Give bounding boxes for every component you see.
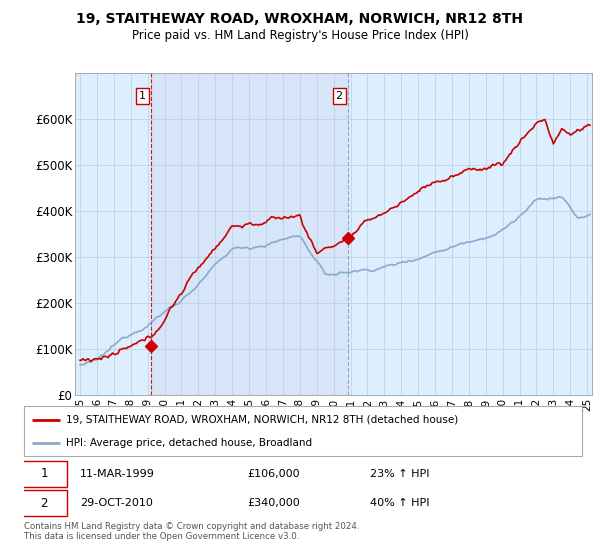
FancyBboxPatch shape bbox=[24, 406, 582, 456]
Text: 2: 2 bbox=[40, 497, 48, 510]
Text: 11-MAR-1999: 11-MAR-1999 bbox=[80, 469, 155, 479]
Text: Contains HM Land Registry data © Crown copyright and database right 2024.
This d: Contains HM Land Registry data © Crown c… bbox=[24, 522, 359, 542]
Text: 40% ↑ HPI: 40% ↑ HPI bbox=[370, 498, 430, 508]
Text: HPI: Average price, detached house, Broadland: HPI: Average price, detached house, Broa… bbox=[66, 438, 312, 448]
FancyBboxPatch shape bbox=[21, 491, 67, 516]
Text: 1: 1 bbox=[40, 468, 48, 480]
Text: 23% ↑ HPI: 23% ↑ HPI bbox=[370, 469, 430, 479]
FancyBboxPatch shape bbox=[21, 461, 67, 487]
Text: 1: 1 bbox=[139, 91, 146, 101]
Text: Price paid vs. HM Land Registry's House Price Index (HPI): Price paid vs. HM Land Registry's House … bbox=[131, 29, 469, 42]
Text: 19, STAITHEWAY ROAD, WROXHAM, NORWICH, NR12 8TH: 19, STAITHEWAY ROAD, WROXHAM, NORWICH, N… bbox=[77, 12, 523, 26]
Bar bbox=[151, 73, 347, 395]
Text: £106,000: £106,000 bbox=[247, 469, 300, 479]
Text: 2: 2 bbox=[335, 91, 343, 101]
Text: £340,000: £340,000 bbox=[247, 498, 300, 508]
Text: 29-OCT-2010: 29-OCT-2010 bbox=[80, 498, 152, 508]
Text: 19, STAITHEWAY ROAD, WROXHAM, NORWICH, NR12 8TH (detached house): 19, STAITHEWAY ROAD, WROXHAM, NORWICH, N… bbox=[66, 414, 458, 424]
